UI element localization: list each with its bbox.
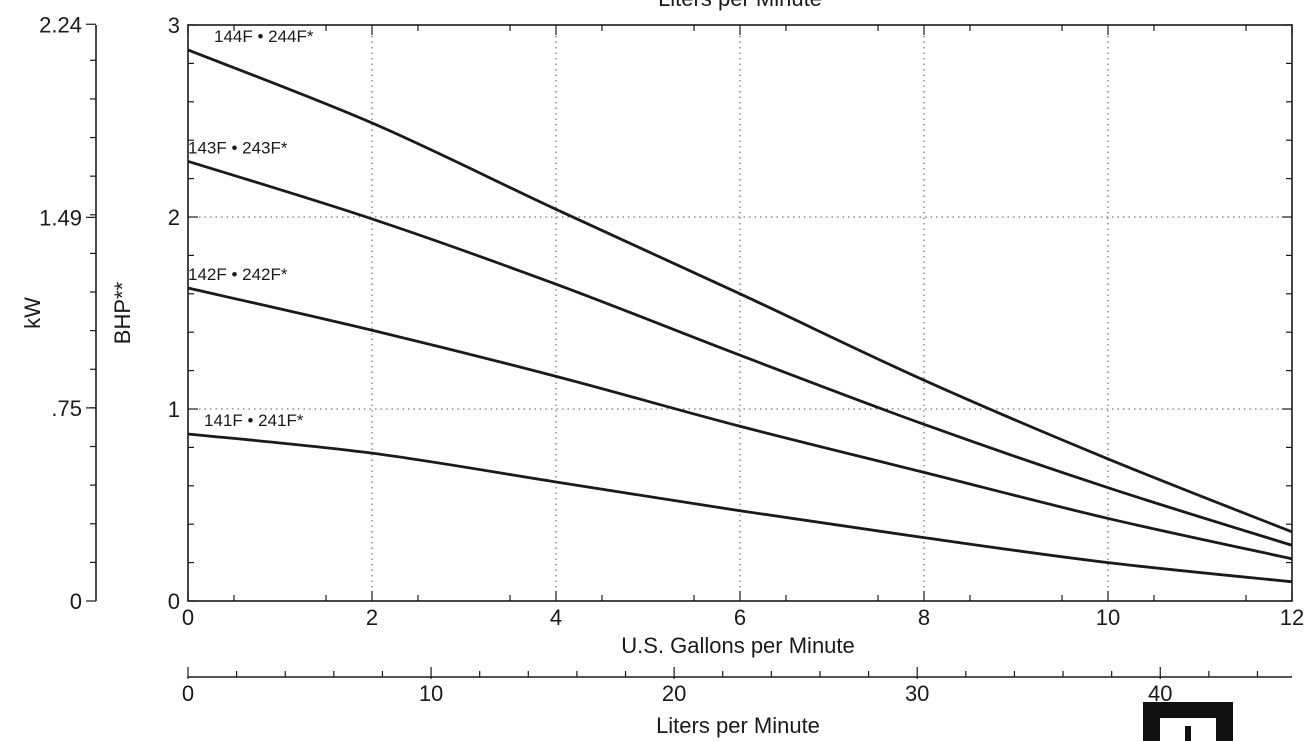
x-tick-label: 12 [1280, 605, 1304, 630]
series-label: 142F • 242F* [188, 265, 288, 284]
secondary-x-axis-label: Liters per Minute [656, 713, 820, 738]
top-axis-label: Liters per Minute [658, 0, 822, 11]
series-label: 144F • 244F* [214, 27, 314, 46]
kw-tick-label: .75 [51, 396, 82, 421]
y-tick-label: 0 [168, 589, 180, 614]
y-tick-label: 2 [168, 205, 180, 230]
brand-logo [1143, 702, 1233, 741]
y-axis-label: BHP** [110, 281, 135, 344]
series-lines: 144F • 244F* 143F • 243F* 142F • 242F* 141F… [187, 27, 1293, 584]
lpm-tick-label: 40 [1148, 681, 1172, 706]
lpm-tick-label: 30 [905, 681, 929, 706]
x-tick-label: 0 [182, 605, 194, 630]
series-line-2 [187, 286, 1293, 561]
x-axis-label: U.S. Gallons per Minute [621, 633, 855, 658]
lpm-tick-label: 10 [419, 681, 443, 706]
secondary-y-axis-label: kW [20, 297, 45, 329]
lpm-tick-label: 0 [182, 681, 194, 706]
kw-tick-label: 2.24 [39, 12, 82, 37]
y-tick-label: 1 [168, 397, 180, 422]
series-line-0 [187, 48, 1293, 534]
series-line-3 [187, 432, 1293, 584]
series-line-1 [187, 159, 1293, 547]
x-tick-label: 8 [918, 605, 930, 630]
x-tick-label: 2 [366, 605, 378, 630]
x-tick-label: 6 [734, 605, 746, 630]
series-label: 141F • 241F* [204, 411, 304, 430]
series-label: 143F • 243F* [188, 138, 288, 157]
gridlines [188, 25, 1292, 601]
y-tick-label: 3 [168, 13, 180, 38]
kw-tick-label: 0 [70, 589, 82, 614]
kw-tick-label: 1.49 [39, 205, 82, 230]
x-tick-label: 4 [550, 605, 562, 630]
tick-marks [86, 23, 1293, 679]
x-tick-label: 10 [1096, 605, 1120, 630]
lpm-tick-label: 20 [662, 681, 686, 706]
